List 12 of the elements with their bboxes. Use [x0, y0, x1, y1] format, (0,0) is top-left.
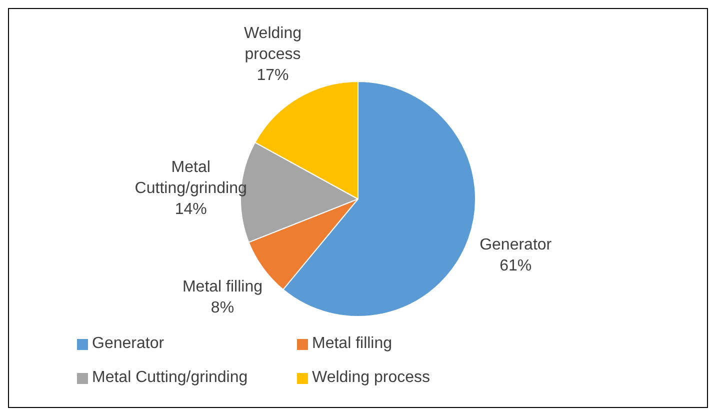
slice-label: Metal filling	[182, 278, 263, 296]
slice-label: Metal Cutting/grinding	[134, 158, 247, 197]
legend-label: Metal filling	[312, 335, 392, 353]
data-label: 17%	[256, 67, 289, 84]
data-label: 61%	[500, 258, 532, 275]
legend-label: Generator	[92, 335, 164, 353]
data-label: 14%	[174, 200, 207, 218]
legend-label: Welding process	[312, 369, 430, 387]
legend-label: Metal Cutting/grinding	[92, 369, 248, 387]
slice-label: Welding process	[244, 25, 302, 64]
data-label: 8%	[210, 299, 234, 316]
slice-label: Generator	[480, 236, 552, 254]
